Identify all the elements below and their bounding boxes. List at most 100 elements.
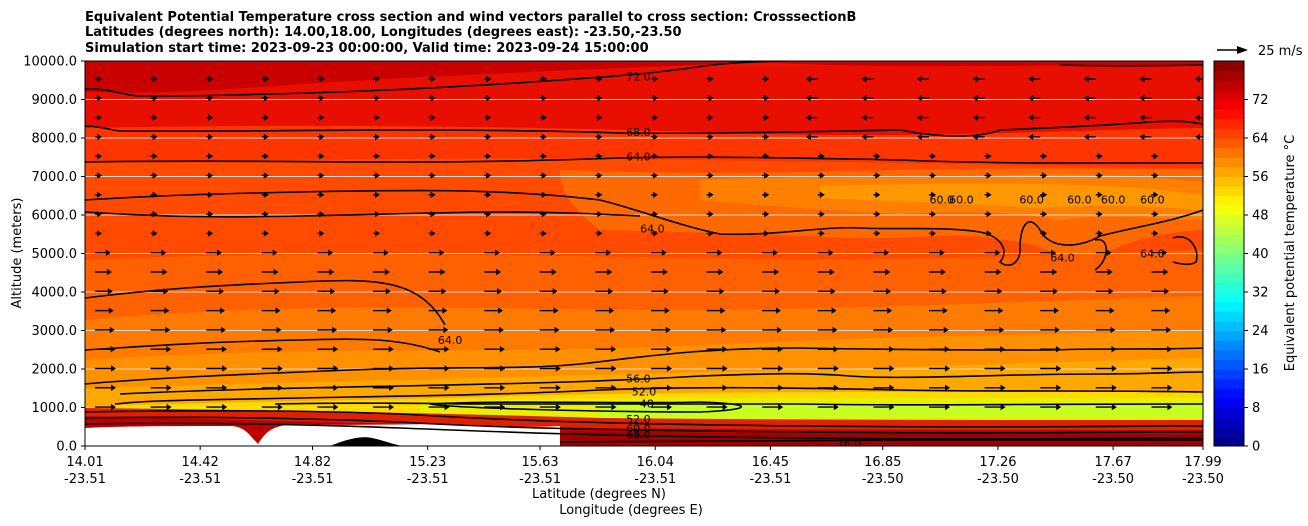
contour-76 [559, 439, 1203, 443]
wind-vector-head [1167, 384, 1173, 391]
wind-vector-head [222, 403, 228, 411]
wind-vector-head [886, 288, 892, 295]
x-tick-label-lat: 16.04 [637, 455, 674, 470]
wind-vector-head [986, 191, 992, 198]
x-tick-label-lon: -23.51 [634, 472, 676, 487]
wind-vector-head [764, 153, 770, 160]
field-band-top [85, 61, 1203, 94]
colorbar-level [1214, 340, 1244, 351]
wind-vector-head [108, 307, 114, 314]
wind-vector-head [263, 133, 269, 141]
contour-label: 64.0 [1140, 248, 1165, 261]
wind-vector-head [208, 191, 214, 198]
wind-vector-head [774, 268, 780, 276]
colorbar-level [1214, 369, 1244, 380]
colorbar-level [1214, 61, 1244, 72]
wind-vector-head [152, 172, 158, 179]
wind-vector-head [875, 230, 881, 237]
wind-vector-head [995, 249, 1001, 256]
wind-vector-head [541, 172, 547, 179]
wind-vector-head [1055, 346, 1061, 353]
wind-vector-head [553, 307, 559, 314]
wind-vector-head [375, 114, 380, 121]
wind-vector-head [1139, 95, 1145, 102]
wind-vector-head [610, 326, 616, 334]
wind-vector-head [986, 153, 992, 160]
wind-vector-head [597, 230, 603, 237]
contour-64-upper [85, 211, 641, 218]
wind-vector-head [972, 114, 978, 121]
wind-vector-head [1195, 95, 1200, 102]
wind-vector-head [819, 191, 825, 198]
contour-64-right-loop [1094, 238, 1108, 271]
wind-vector-head [999, 326, 1005, 334]
colorbar-level [1214, 311, 1244, 322]
x-tick-label-lon: -23.51 [749, 472, 791, 487]
contour-labels: 72.068.064.064.064.056.052.04852.060.068… [438, 70, 1165, 446]
wind-vector-head [875, 172, 881, 179]
wind-vector-head [611, 365, 617, 372]
wind-vector-head [708, 210, 714, 218]
x-axis-label-line-1: Latitude (degrees N) [532, 487, 666, 502]
wind-vector-head [319, 172, 325, 179]
wind-vector-head [541, 230, 547, 237]
wind-vector-head [1153, 191, 1159, 198]
wind-vector-head [777, 346, 783, 353]
wind-vector-head [661, 249, 667, 256]
y-tick-label: 8000.0 [32, 132, 78, 147]
wind-vector-head [152, 133, 158, 141]
wind-vector-head [275, 307, 281, 314]
wind-vector-head [111, 365, 116, 372]
wind-vector-head [444, 384, 450, 391]
colorbar-level [1214, 215, 1244, 226]
wind-vector-head [1000, 403, 1006, 411]
contour-label: 72.0 [626, 70, 651, 83]
wind-vector-head [986, 172, 992, 179]
contour-label: 64.0 [438, 334, 463, 347]
wind-vector-head [208, 153, 214, 160]
wind-vector-head [430, 95, 436, 102]
wind-vector-head [329, 268, 335, 276]
wind-vector-head [319, 210, 325, 218]
wind-vector-head [889, 403, 895, 411]
wind-vector-head [164, 307, 170, 314]
wind-vector-head [945, 384, 950, 391]
colorbar-tick-label: 8 [1252, 401, 1260, 416]
colorbar-level [1214, 89, 1244, 100]
contour-label: 60.0 [949, 194, 974, 207]
wind-vector-head [720, 307, 726, 314]
wind-vector-head [389, 365, 394, 372]
wind-vector-head [597, 191, 603, 198]
wind-vector-head [166, 403, 172, 411]
colorbar-level [1214, 128, 1244, 139]
colorbar-level [1214, 80, 1244, 91]
wind-vector-head [1107, 268, 1113, 276]
colorbar-level [1214, 349, 1244, 360]
wind-vector-head [722, 403, 728, 411]
wind-vector-head [444, 346, 450, 353]
wind-vector-head [597, 210, 603, 218]
wind-vector-head [218, 268, 224, 276]
wind-vector-head [708, 114, 714, 121]
wind-vector-head [653, 191, 658, 198]
wind-vector-head [833, 384, 839, 391]
wind-vector-head [833, 403, 839, 411]
wind-vector-head [389, 403, 394, 411]
contour-60 [85, 347, 1203, 385]
wind-vector-head [551, 268, 557, 276]
wind-vector-head [885, 268, 891, 276]
wind-vector-head [1139, 75, 1145, 83]
colorbar-level [1214, 292, 1244, 303]
wind-vector-head [486, 210, 492, 218]
wind-vector-head [500, 403, 506, 411]
wind-vector-head [917, 75, 922, 83]
wind-vector-head [931, 153, 936, 160]
wind-vector-head [319, 114, 325, 121]
colorbar: 0 8 16 24 32 40 48 56 64 72 [1213, 60, 1269, 455]
terrain [85, 424, 560, 446]
wind-vector-head [1053, 307, 1059, 314]
wind-vector-head [105, 249, 111, 256]
wind-vector-head [1195, 133, 1200, 141]
wind-vector-head [541, 75, 547, 83]
wind-vector-head [486, 153, 492, 160]
